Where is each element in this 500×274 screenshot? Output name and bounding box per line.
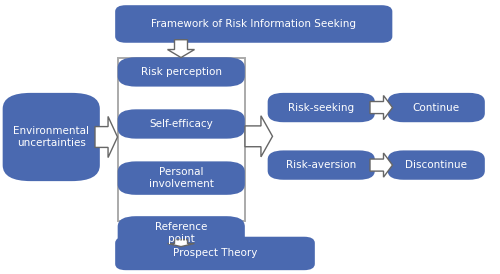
Text: Continue: Continue [412, 102, 460, 113]
Text: Environmental
uncertainties: Environmental uncertainties [13, 126, 89, 148]
Text: Risk-aversion: Risk-aversion [286, 160, 356, 170]
FancyBboxPatch shape [116, 238, 314, 269]
FancyBboxPatch shape [4, 94, 99, 180]
Text: Prospect Theory: Prospect Theory [173, 249, 257, 258]
FancyBboxPatch shape [118, 162, 244, 194]
FancyBboxPatch shape [388, 94, 484, 121]
FancyBboxPatch shape [118, 110, 244, 138]
FancyBboxPatch shape [268, 94, 374, 121]
Text: Risk-seeking: Risk-seeking [288, 102, 354, 113]
Text: Reference
point: Reference point [155, 222, 208, 244]
Polygon shape [168, 240, 194, 247]
FancyBboxPatch shape [116, 6, 392, 42]
Polygon shape [370, 153, 392, 177]
Text: Self-efficacy: Self-efficacy [150, 119, 213, 129]
FancyBboxPatch shape [388, 151, 484, 179]
FancyBboxPatch shape [118, 217, 244, 249]
Polygon shape [245, 116, 272, 157]
FancyBboxPatch shape [268, 151, 374, 179]
Polygon shape [370, 96, 392, 120]
Polygon shape [168, 40, 194, 58]
Text: Personal
involvement: Personal involvement [149, 167, 214, 189]
Text: Framework of Risk Information Seeking: Framework of Risk Information Seeking [152, 19, 356, 29]
Bar [118, 58, 245, 221]
FancyBboxPatch shape [118, 58, 244, 86]
Text: Discontinue: Discontinue [405, 160, 467, 170]
Text: Risk perception: Risk perception [141, 67, 222, 77]
Polygon shape [95, 116, 118, 158]
